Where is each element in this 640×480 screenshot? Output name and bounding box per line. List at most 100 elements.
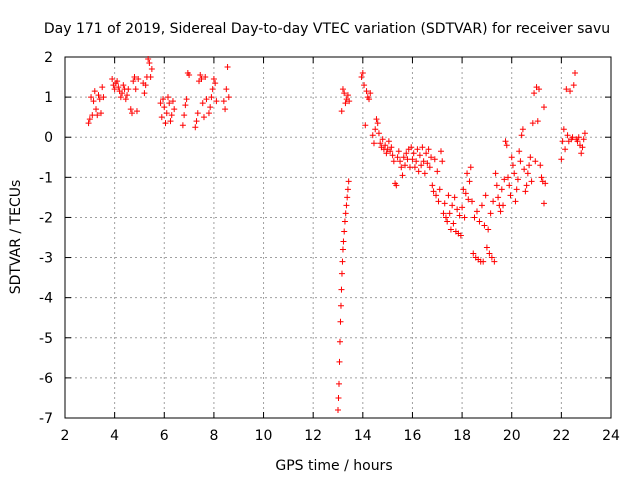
x-tick-label: 16 [404, 428, 422, 444]
data-point [93, 106, 100, 113]
x-tick-label: 8 [209, 428, 218, 444]
data-point [337, 318, 344, 325]
data-point [336, 358, 343, 365]
data-point [416, 152, 423, 159]
chart-title: Day 171 of 2019, Sidereal Day-to-day VTE… [44, 21, 610, 37]
data-point [502, 138, 509, 145]
data-point [413, 158, 420, 165]
data-point [459, 204, 466, 211]
data-point [529, 120, 536, 127]
data-point [345, 178, 352, 185]
data-point [132, 86, 139, 93]
data-point [457, 232, 464, 239]
data-point [166, 100, 173, 107]
data-point [523, 182, 530, 189]
data-point [390, 158, 397, 165]
data-point [505, 174, 512, 181]
data-point [209, 86, 216, 93]
data-point [200, 114, 207, 121]
data-point [341, 218, 348, 225]
data-point [476, 218, 483, 225]
data-point [454, 206, 461, 213]
data-point [224, 64, 231, 71]
data-point [436, 186, 443, 193]
x-tick-label: 22 [552, 428, 570, 444]
data-point [335, 406, 341, 413]
data-point [122, 96, 129, 103]
data-point [387, 148, 394, 155]
data-point [124, 92, 131, 99]
data-point [162, 120, 169, 127]
data-point [487, 210, 494, 217]
data-point [536, 86, 543, 93]
data-point [512, 198, 519, 205]
data-point [198, 76, 205, 83]
data-point [558, 156, 565, 163]
data-point [498, 186, 505, 193]
y-tick-label: -7 [39, 411, 53, 427]
data-point [202, 74, 209, 81]
data-point [518, 132, 525, 139]
data-point [160, 96, 167, 103]
data-point [85, 120, 92, 127]
data-point [446, 210, 453, 217]
data-point [344, 194, 351, 201]
data-point [527, 154, 534, 161]
data-point [111, 86, 118, 93]
data-point [408, 144, 415, 151]
data-point [532, 158, 539, 165]
data-point [157, 100, 164, 107]
data-point [161, 104, 168, 111]
data-point [96, 96, 103, 103]
data-point [186, 72, 193, 79]
data-point [369, 132, 376, 139]
data-point [447, 226, 454, 233]
data-point [415, 168, 422, 175]
y-tick-label: -3 [39, 251, 53, 267]
data-point [367, 90, 374, 97]
grid [65, 57, 611, 418]
data-point [117, 94, 124, 101]
data-point [197, 72, 204, 79]
x-tick-label: 12 [304, 428, 322, 444]
data-point [560, 126, 567, 133]
data-point [425, 146, 432, 153]
data-point [183, 96, 190, 103]
data-point [339, 86, 346, 93]
data-point [488, 254, 495, 261]
x-tick-label: 6 [160, 428, 169, 444]
data-point [192, 124, 199, 131]
data-point [581, 130, 588, 137]
data-point [414, 146, 421, 153]
data-point [534, 118, 541, 125]
y-axis-tick-labels: -7 -6 -5 -4 -3 -2 -1 0 1 2 [39, 50, 53, 427]
data-point [213, 98, 220, 105]
data-point [486, 250, 493, 257]
y-tick-label: 0 [44, 130, 53, 146]
data-point [205, 110, 212, 117]
data-point [537, 162, 544, 169]
axis-ticks [64, 56, 612, 419]
data-point [375, 130, 382, 137]
data-point [540, 200, 547, 207]
data-point [362, 122, 369, 129]
data-point [225, 94, 232, 101]
data-point [410, 150, 417, 157]
y-tick-label: 2 [44, 50, 53, 66]
data-point [377, 140, 384, 147]
data-point [418, 162, 425, 169]
data-point [563, 86, 570, 93]
data-point [469, 198, 476, 205]
y-tick-label: 1 [44, 90, 53, 106]
data-point [359, 70, 366, 77]
data-point [424, 160, 431, 167]
data-point [363, 88, 370, 95]
y-tick-label: -2 [39, 210, 53, 226]
data-point [388, 144, 395, 151]
data-point [522, 188, 529, 195]
data-point [450, 220, 457, 227]
data-point [567, 88, 574, 95]
data-point [91, 88, 98, 95]
data-point [442, 214, 449, 221]
x-tick-label: 2 [61, 428, 70, 444]
